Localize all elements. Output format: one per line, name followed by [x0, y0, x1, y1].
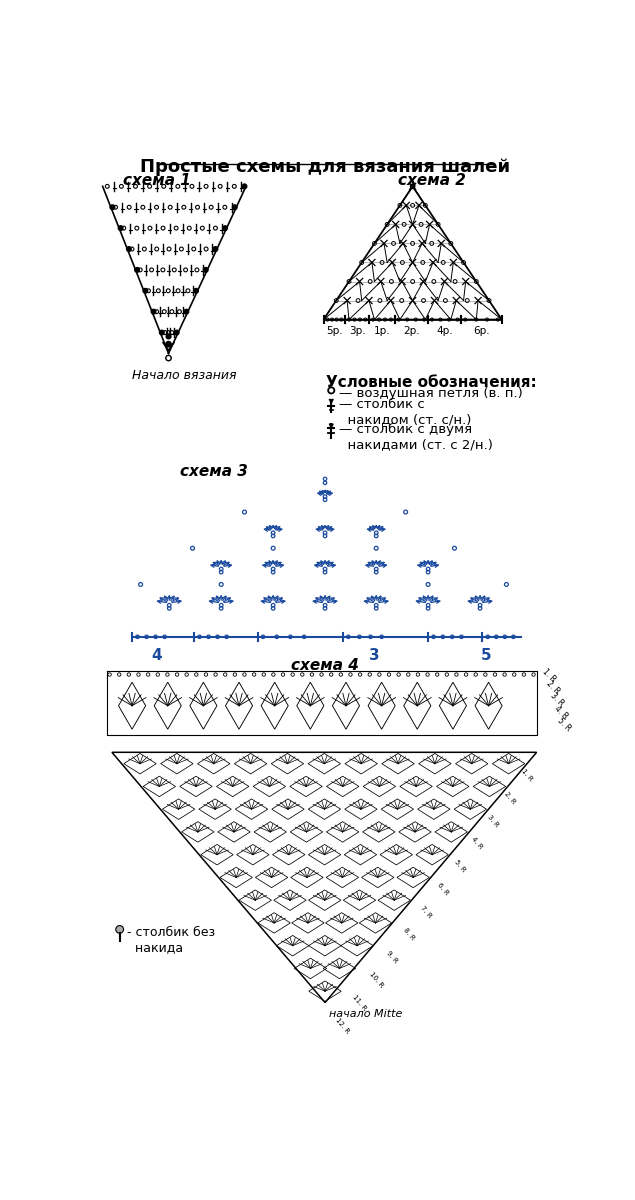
- Text: 5: 5: [481, 648, 491, 662]
- Text: 5р.: 5р.: [326, 325, 343, 336]
- Text: - столбик без
  накида: - столбик без накида: [128, 926, 215, 954]
- Text: 3. R: 3. R: [486, 814, 500, 828]
- Circle shape: [184, 310, 189, 314]
- Text: схема 3: схема 3: [180, 463, 248, 479]
- Circle shape: [194, 288, 198, 293]
- Text: 12. R: 12. R: [335, 1016, 351, 1034]
- Circle shape: [232, 205, 237, 210]
- Text: начало Mitte: начало Mitte: [329, 1009, 403, 1019]
- Text: — воздушная петля (в. п.): — воздушная петля (в. п.): [339, 388, 523, 401]
- Circle shape: [159, 330, 164, 335]
- Text: 4р.: 4р.: [436, 325, 453, 336]
- Text: Начало вязания: Начало вязания: [132, 368, 237, 382]
- Text: 6р.: 6р.: [473, 325, 490, 336]
- Circle shape: [223, 226, 227, 230]
- Text: 1р.: 1р.: [374, 325, 391, 336]
- Text: 7. R: 7. R: [419, 905, 432, 919]
- Text: 4. R: 4. R: [470, 836, 483, 851]
- Text: 8. R: 8. R: [402, 928, 415, 942]
- Text: 2. R: 2. R: [504, 791, 517, 805]
- Text: Условные обозначения:: Условные обозначения:: [326, 374, 537, 390]
- Circle shape: [151, 310, 156, 314]
- Text: — столбик с
  накидом (ст. с/н.): — столбик с накидом (ст. с/н.): [339, 398, 471, 426]
- Circle shape: [175, 330, 179, 335]
- Circle shape: [213, 247, 218, 251]
- Text: 9. R: 9. R: [385, 950, 399, 965]
- Circle shape: [242, 184, 247, 188]
- Text: схема 2: схема 2: [398, 173, 466, 188]
- Circle shape: [118, 226, 123, 230]
- Text: 2р.: 2р.: [403, 325, 420, 336]
- Circle shape: [110, 205, 115, 210]
- Text: 3: 3: [368, 648, 379, 662]
- Circle shape: [135, 268, 140, 272]
- Text: 1. R: 1. R: [521, 768, 534, 782]
- Text: 3р.: 3р.: [349, 325, 366, 336]
- Text: 4: 4: [152, 648, 162, 662]
- Text: схема 4: схема 4: [291, 659, 359, 673]
- Text: 5. R: 5. R: [556, 716, 573, 733]
- Circle shape: [116, 925, 124, 934]
- Text: схема 1: схема 1: [123, 173, 190, 188]
- Circle shape: [166, 342, 171, 347]
- Text: 10. R: 10. R: [368, 971, 385, 989]
- Text: 11. R: 11. R: [351, 994, 368, 1012]
- Circle shape: [203, 268, 208, 272]
- Text: 6. R: 6. R: [436, 882, 450, 896]
- Text: 3. R: 3. R: [548, 691, 565, 708]
- Circle shape: [166, 334, 171, 338]
- Text: 1. R: 1. R: [540, 667, 558, 684]
- Text: Простые схемы для вязания шалей: Простые схемы для вязания шалей: [140, 158, 510, 176]
- Text: 4. R: 4. R: [552, 703, 569, 721]
- Text: 5. R: 5. R: [453, 859, 466, 874]
- Text: — столбик с двумя
  накидами (ст. с 2/н.): — столбик с двумя накидами (ст. с 2/н.): [339, 422, 493, 451]
- Circle shape: [126, 247, 131, 251]
- Circle shape: [143, 288, 148, 293]
- Text: 2. R: 2. R: [544, 679, 561, 696]
